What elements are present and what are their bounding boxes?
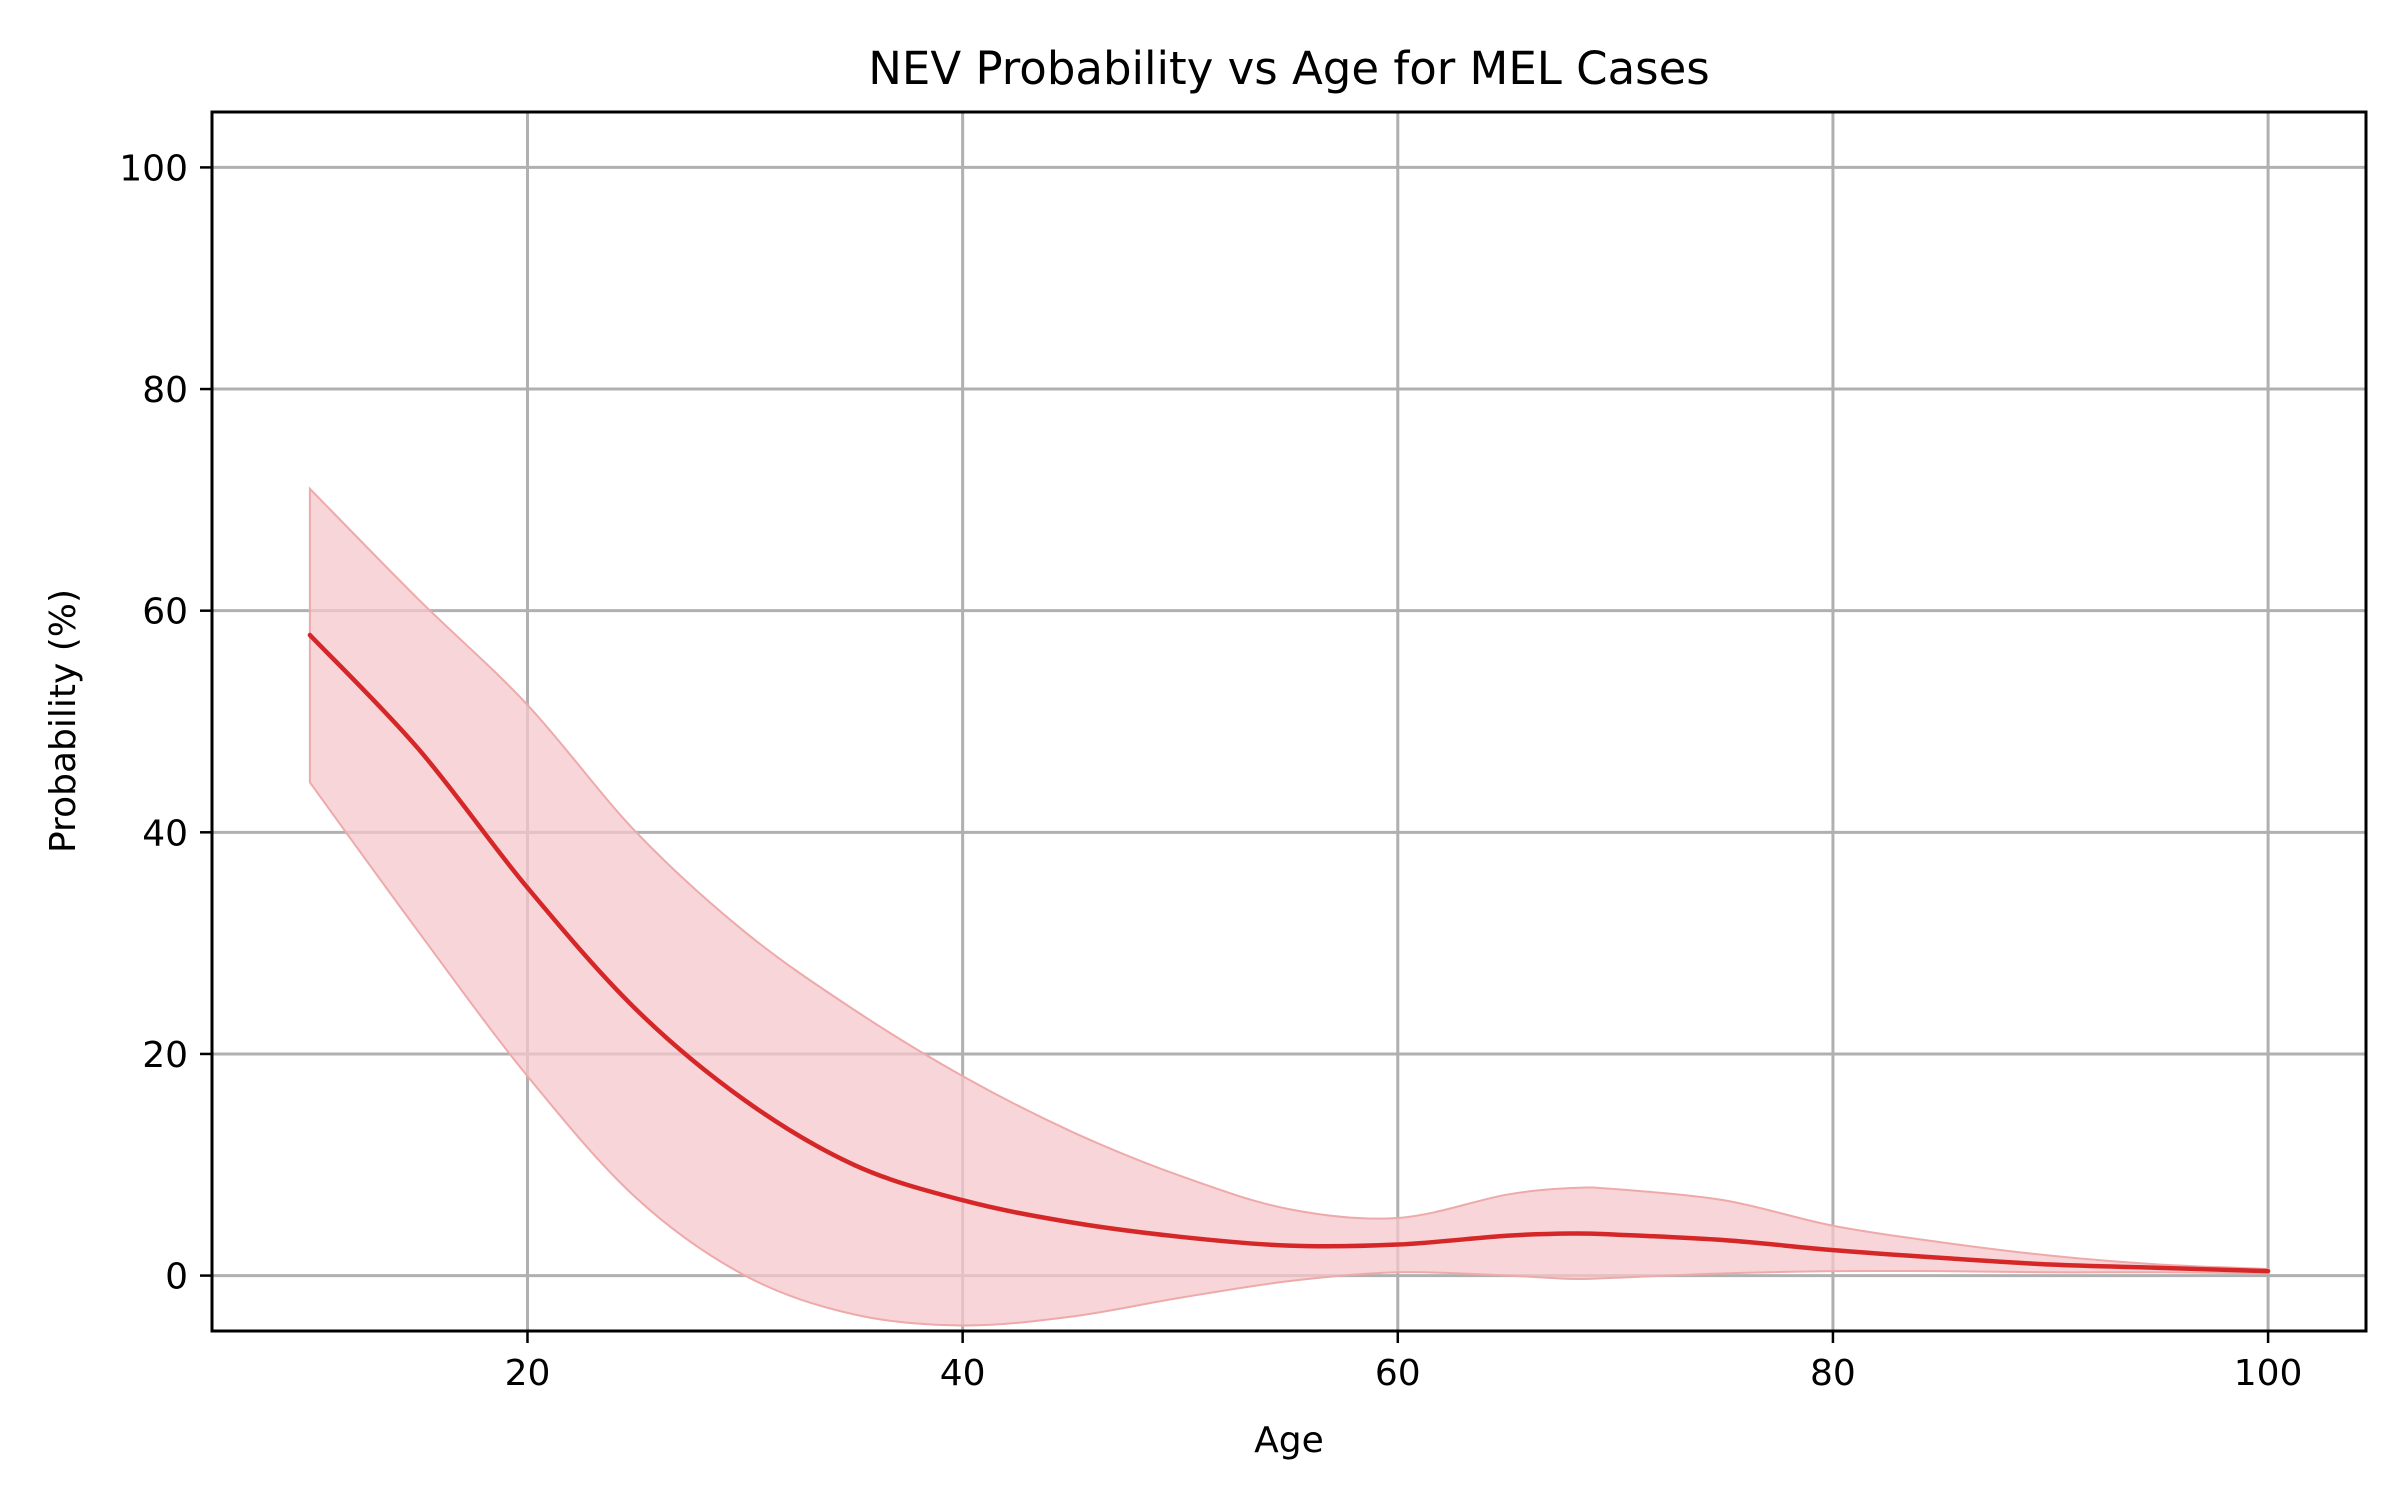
confidence-band bbox=[308, 486, 2270, 1327]
y-tick-label: 100 bbox=[119, 148, 188, 189]
plot-frame bbox=[210, 110, 2368, 1333]
x-tick-label: 80 bbox=[1810, 1353, 1856, 1394]
y-tick-label: 80 bbox=[142, 370, 188, 411]
band-layer bbox=[308, 486, 2270, 1327]
line-layer bbox=[307, 632, 2271, 1274]
x-axis-label: Age bbox=[1254, 1420, 1324, 1461]
x-tick-label: 40 bbox=[940, 1353, 986, 1394]
y-tick-label: 60 bbox=[142, 592, 188, 633]
x-tick-label: 60 bbox=[1375, 1353, 1421, 1394]
y-tick-label: 20 bbox=[142, 1035, 188, 1076]
x-tick-label: 100 bbox=[2234, 1353, 2303, 1394]
y-tick-label: 0 bbox=[165, 1257, 188, 1298]
chart-title: NEV Probability vs Age for MEL Cases bbox=[868, 42, 1709, 95]
tick-layer: 20 40 60 80 100 0 20 40 60 80 100 bbox=[119, 148, 2302, 1394]
x-tick-label: 20 bbox=[505, 1353, 551, 1394]
y-axis-label: Probability (%) bbox=[43, 589, 84, 853]
series-line bbox=[307, 632, 2271, 1274]
y-tick-label: 40 bbox=[142, 813, 188, 854]
